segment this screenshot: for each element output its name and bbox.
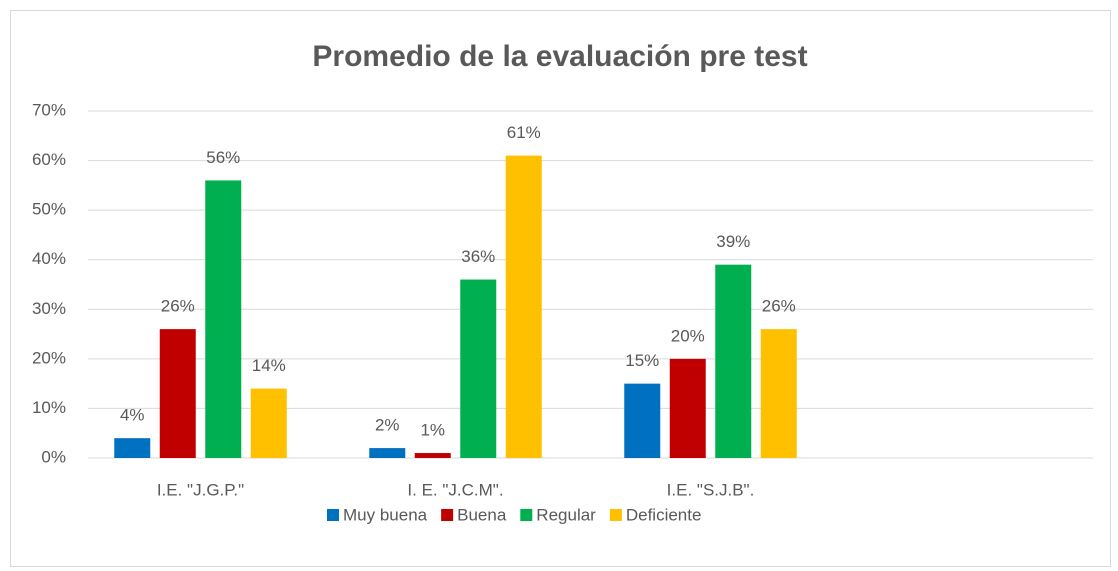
y-tick-label: 50%	[32, 200, 66, 219]
bar	[414, 453, 451, 458]
legend-label: Regular	[536, 505, 596, 524]
bar	[460, 279, 497, 458]
bar	[159, 329, 196, 458]
y-tick-label: 40%	[32, 249, 66, 268]
chart-frame	[10, 10, 1111, 567]
y-tick-label: 70%	[32, 100, 66, 119]
legend-label: Buena	[457, 505, 507, 524]
value-label: 36%	[461, 247, 495, 266]
value-label: 56%	[206, 148, 240, 167]
legend-swatch	[441, 509, 454, 521]
value-label: 26%	[161, 297, 195, 316]
legend-label: Muy buena	[343, 505, 428, 524]
y-tick-label: 60%	[32, 150, 66, 169]
x-tick-label: I.E. "S.J.B".	[667, 480, 755, 499]
legend-label: Deficiente	[626, 505, 702, 524]
value-label: 26%	[762, 297, 796, 316]
value-label: 14%	[252, 356, 286, 375]
x-tick-label: I. E. "J.C.M".	[407, 480, 503, 499]
value-label: 1%	[420, 421, 445, 440]
bar	[715, 264, 752, 458]
y-tick-label: 0%	[41, 447, 66, 466]
x-tick-label: I.E. "J.G.P."	[157, 480, 244, 499]
y-tick-label: 20%	[32, 348, 66, 367]
legend-swatch	[327, 509, 339, 521]
value-label: 39%	[716, 232, 750, 251]
value-label: 2%	[375, 416, 400, 435]
value-label: 61%	[507, 123, 541, 142]
bar	[114, 438, 151, 458]
bar	[624, 383, 661, 458]
bar	[505, 155, 542, 458]
bar	[205, 180, 242, 458]
bar	[760, 329, 797, 458]
value-label: 20%	[671, 326, 705, 345]
y-tick-label: 10%	[32, 398, 66, 417]
legend-swatch	[520, 509, 533, 521]
bar	[369, 448, 406, 458]
value-label: 15%	[625, 351, 659, 370]
y-tick-label: 30%	[32, 299, 66, 318]
bar	[250, 388, 287, 458]
legend-swatch	[609, 509, 622, 521]
bar	[669, 358, 706, 458]
chart-title: Promedio de la evaluación pre test	[312, 40, 807, 73]
value-label: 4%	[120, 406, 145, 425]
